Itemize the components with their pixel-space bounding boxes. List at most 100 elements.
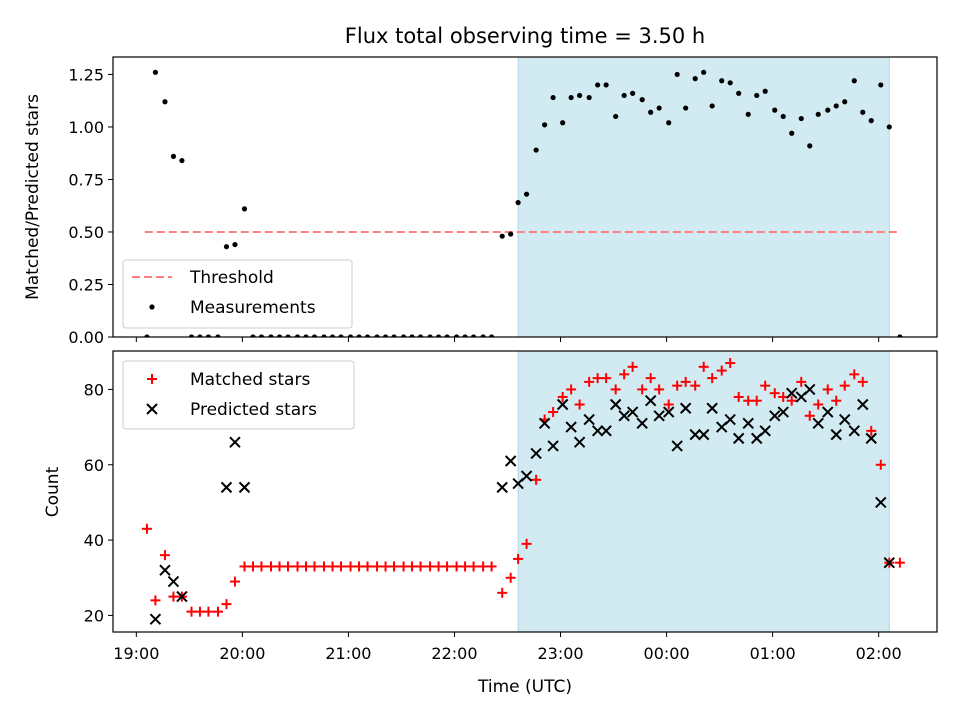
- measurement-point: [683, 105, 689, 111]
- x-tick-label: 21:00: [325, 644, 371, 663]
- measurement-point: [152, 69, 159, 75]
- matched-star-point: [239, 561, 250, 572]
- matched-star-point: [557, 391, 568, 402]
- predicted-star-point: [653, 410, 665, 422]
- measurement-point: [215, 334, 221, 337]
- measurement-point: [417, 334, 424, 337]
- matched-star-point: [186, 606, 197, 617]
- matched-star-point: [857, 376, 868, 387]
- y-tick-label: 0.50: [68, 223, 104, 242]
- y-tick-label: 0.75: [68, 170, 104, 189]
- measurement-point: [842, 99, 848, 105]
- predicted-star-point: [804, 383, 816, 396]
- predicted-star-point: [538, 417, 551, 430]
- predicted-star-point: [167, 575, 180, 588]
- measurement-point: [338, 334, 344, 337]
- predicted-star-point: [689, 428, 701, 441]
- predicted-star-point: [520, 470, 533, 482]
- matched-star-point: [478, 561, 489, 572]
- matched-star-point: [468, 561, 479, 572]
- matched-star-point: [398, 561, 409, 572]
- measurement-point: [444, 334, 450, 337]
- predicted-star-point: [504, 455, 517, 467]
- measurement-point: [772, 107, 778, 113]
- predicted-star-point: [583, 413, 595, 426]
- measurement-point: [162, 99, 168, 105]
- matched-star-point: [822, 384, 833, 395]
- y-tick-label: 40: [84, 531, 104, 550]
- legend-predicted-marker: [146, 403, 158, 415]
- measurement-point: [400, 334, 407, 337]
- matched-star-point: [601, 373, 612, 384]
- measurement-point: [391, 334, 397, 337]
- matched-star-point: [460, 561, 471, 572]
- measurement-point: [382, 334, 389, 337]
- measurement-point: [480, 334, 486, 337]
- top-legend: Threshold Measurements: [122, 259, 353, 329]
- matched-star-point: [786, 395, 797, 406]
- matched-star-point: [327, 561, 338, 572]
- matched-star-point: [707, 373, 718, 384]
- measurement-point: [347, 334, 354, 337]
- legend-measurements-swatch: [149, 304, 155, 310]
- matched-star-point: [610, 384, 621, 395]
- top-legend-box: [122, 259, 353, 329]
- matched-star-point: [680, 376, 691, 387]
- predicted-star-point: [786, 387, 798, 399]
- measurement-point: [586, 94, 592, 101]
- measurement-point: [833, 103, 839, 109]
- measurement-point: [648, 109, 654, 115]
- predicted-star-point: [149, 613, 162, 625]
- matched-star-point: [433, 561, 444, 572]
- matched-star-point: [194, 606, 205, 617]
- matched-star-point: [513, 553, 524, 564]
- matched-star-point: [159, 550, 170, 561]
- matched-star-point: [301, 561, 312, 572]
- x-tick-label: 23:00: [537, 644, 583, 663]
- matched-star-point: [698, 361, 709, 372]
- predicted-star-point: [176, 590, 188, 603]
- predicted-star-point: [822, 406, 834, 418]
- measurement-point: [666, 120, 672, 126]
- measurement-point: [499, 233, 505, 239]
- matched-star-point: [150, 595, 161, 606]
- legend-matched-marker: [147, 374, 157, 384]
- measurement-point: [630, 90, 636, 96]
- predicted-star-point: [671, 440, 683, 452]
- x-axis-label: Time (UTC): [477, 677, 572, 697]
- matched-star-point: [274, 561, 285, 572]
- predicted-star-point: [742, 417, 754, 430]
- predicted-star-point: [644, 395, 657, 407]
- matched-star-point: [796, 376, 807, 387]
- top-plot-frame: [112, 56, 938, 338]
- predicted-star-point: [777, 406, 789, 418]
- measurement-point: [603, 82, 609, 88]
- matched-star-point: [292, 561, 303, 572]
- matched-star-point: [415, 561, 426, 572]
- matched-star-point: [584, 376, 595, 387]
- measurement-point: [515, 199, 521, 206]
- matched-star-point: [203, 606, 214, 617]
- measurement-point: [523, 191, 530, 197]
- matched-star-point: [574, 399, 585, 410]
- top-panel: 0.00 0.25 0.50 0.75 1.00 1.25 Matched/Predict…: [23, 56, 938, 347]
- bottom-legend-box: [122, 360, 355, 430]
- matched-star-point: [425, 561, 436, 572]
- matched-star-point: [813, 399, 824, 410]
- matched-star-point: [442, 561, 453, 572]
- matched-star-point: [168, 591, 179, 602]
- measurement-point: [250, 334, 256, 337]
- measurement-point: [674, 71, 680, 78]
- y-tick-label: 1.00: [68, 118, 104, 137]
- measurement-point: [258, 334, 265, 337]
- y-tick-label: 80: [84, 380, 104, 399]
- matched-star-point: [654, 384, 665, 395]
- measurement-point: [329, 334, 336, 337]
- matched-star-point: [221, 599, 232, 610]
- measurement-point: [241, 206, 248, 212]
- predicted-star-point: [220, 481, 233, 494]
- predicted-star-point: [812, 417, 824, 430]
- top-observing-window: [517, 57, 890, 337]
- measurement-point: [268, 334, 274, 337]
- matched-star-point: [336, 561, 347, 572]
